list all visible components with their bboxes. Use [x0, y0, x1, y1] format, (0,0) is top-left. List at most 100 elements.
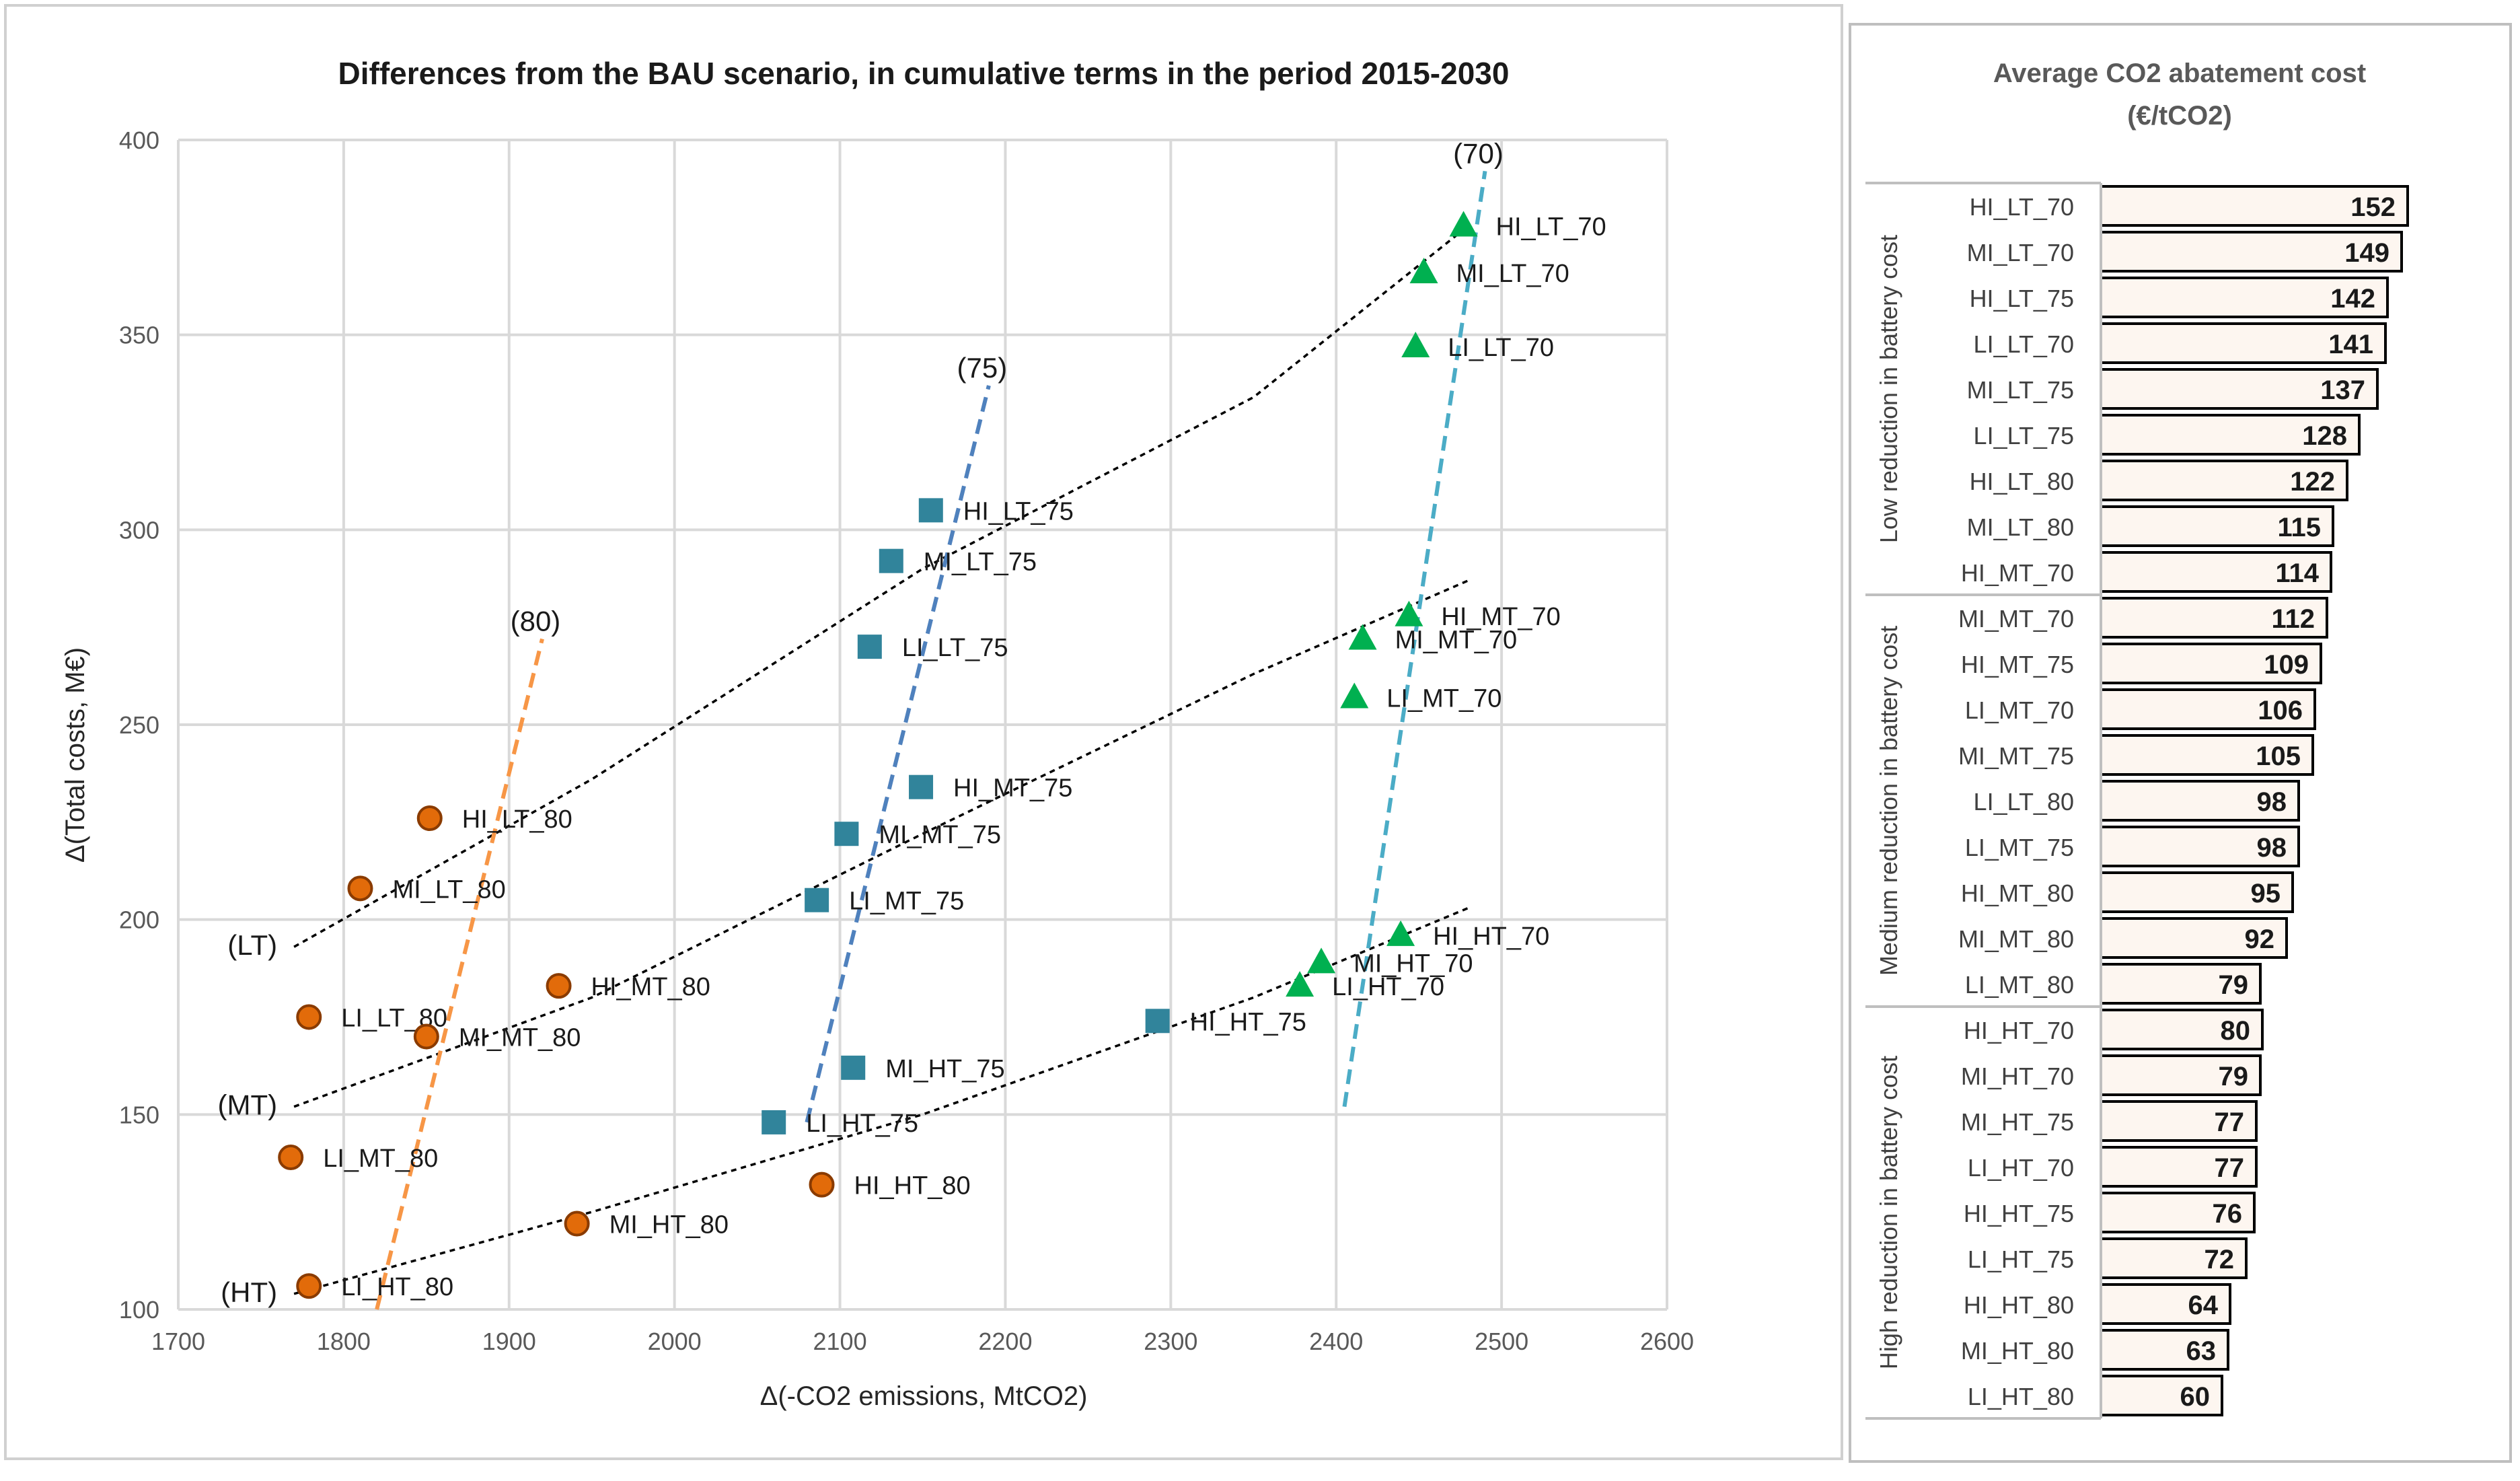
bar-category-LI_HT_80: LI_HT_80 [1968, 1383, 2074, 1410]
point-label-MI_HT_70: MI_HT_70 [1354, 949, 1473, 978]
point-MI_LT_75 [879, 548, 903, 573]
bar-category-MI_LT_80: MI_LT_80 [1967, 513, 2074, 541]
y-tick-label: 100 [119, 1296, 159, 1324]
x-tick-label: 2600 [1640, 1328, 1694, 1355]
scatter-title: Differences from the BAU scenario, in cu… [338, 56, 1510, 91]
bar-value-LI_LT_70: 141 [2328, 330, 2373, 359]
bar-MI_MT_75 [2100, 734, 2314, 776]
bar-value-LI_HT_75: 72 [2204, 1245, 2235, 1274]
scatter-tick-labels: 1700 1800 1900 2000 2100 2200 2300 2400 2500 2600… [119, 127, 1694, 1355]
point-label-LI_LT_75: LI_LT_75 [902, 634, 1008, 662]
bar-category-MI_MT_80: MI_MT_80 [1958, 925, 2074, 953]
bar-value-HI_LT_70: 152 [2350, 192, 2396, 222]
point-label-LI_MT_75: LI_MT_75 [849, 888, 964, 916]
bar-value-LI_HT_70: 77 [2215, 1153, 2245, 1183]
bar-category-HI_LT_70: HI_LT_70 [1970, 193, 2074, 221]
trendline-70 [1342, 170, 1487, 1108]
scatter-points: HI_LT_80MI_LT_80HI_MT_80LI_LT_80MI_MT_80… [278, 211, 1606, 1301]
y-axis-label: Δ(Total costs, M€) [61, 647, 90, 863]
bar-category-MI_HT_75: MI_HT_75 [1961, 1108, 2074, 1136]
bar-value-MI_MT_80: 92 [2245, 925, 2275, 954]
x-tick-label: 2500 [1475, 1328, 1528, 1355]
point-label-HI_MT_80: HI_MT_80 [591, 973, 710, 1001]
bar-LI_MT_80 [2100, 963, 2262, 1005]
point-label-MI_MT_80: MI_MT_80 [459, 1023, 581, 1052]
bar-value-MI_LT_70: 149 [2344, 238, 2389, 268]
point-label-HI_HT_70: HI_HT_70 [1433, 923, 1549, 951]
bar-value-MI_LT_80: 115 [2277, 513, 2321, 542]
bar-category-MI_HT_80: MI_HT_80 [1961, 1337, 2074, 1365]
bar-group-label: High reduction in battery cost [1875, 1056, 1902, 1369]
bar-LI_MT_75 [2100, 826, 2300, 867]
y-tick-label: 150 [119, 1101, 159, 1128]
point-label-HI_LT_75: HI_LT_75 [963, 497, 1074, 526]
x-axis-label: Δ(-CO2 emissions, MtCO2) [760, 1381, 1088, 1411]
point-LI_HT_80 [296, 1273, 322, 1299]
bar-category-MI_HT_70: MI_HT_70 [1961, 1062, 2074, 1090]
trendline-label-75: (75) [957, 352, 1008, 384]
point-label-MI_HT_75: MI_HT_75 [885, 1055, 1004, 1083]
point-label-HI_MT_75: HI_MT_75 [953, 774, 1072, 803]
bar-value-MI_HT_70: 79 [2219, 1062, 2249, 1091]
bar-category-HI_HT_70: HI_HT_70 [1964, 1017, 2074, 1044]
bar-MI_LT_70 [2100, 231, 2403, 273]
point-LI_LT_75 [857, 635, 882, 659]
bar-category-LI_HT_70: LI_HT_70 [1968, 1154, 2074, 1182]
bar-category-HI_MT_80: HI_MT_80 [1961, 879, 2074, 907]
bar-value-HI_MT_80: 95 [2251, 879, 2281, 908]
x-tick-label: 2100 [813, 1328, 867, 1355]
point-MI_LT_70 [1409, 257, 1438, 283]
x-tick-label: 2200 [978, 1328, 1032, 1355]
bar-value-HI_HT_80: 64 [2188, 1291, 2219, 1320]
y-tick-label: 200 [119, 906, 159, 934]
bar-group-label: Medium reduction in battery cost [1875, 626, 1902, 976]
bar-category-LI_MT_80: LI_MT_80 [1965, 971, 2074, 999]
point-HI_LT_75 [918, 498, 943, 523]
bar-value-HI_LT_80: 122 [2290, 467, 2335, 497]
point-HI_LT_70 [1449, 211, 1478, 237]
point-LI_LT_80 [296, 1004, 322, 1030]
bar-category-LI_MT_75: LI_MT_75 [1965, 834, 2074, 861]
x-tick-label: 2300 [1144, 1328, 1197, 1355]
point-MI_MT_75 [834, 822, 859, 846]
point-MI_HT_75 [841, 1055, 866, 1080]
bar-value-MI_HT_80: 63 [2186, 1336, 2217, 1366]
point-LI_MT_80 [278, 1145, 304, 1171]
y-tick-label: 350 [119, 322, 159, 349]
trendline-80 [375, 638, 544, 1310]
bar-category-LI_MT_70: LI_MT_70 [1965, 696, 2074, 724]
bar-category-HI_LT_80: HI_LT_80 [1970, 468, 2074, 495]
bar-value-HI_MT_70: 114 [2275, 558, 2319, 588]
point-HI_MT_70 [1395, 600, 1423, 626]
x-tick-label: 1800 [317, 1328, 371, 1355]
point-label-MI_HT_80: MI_HT_80 [609, 1211, 729, 1239]
bar-title-line-1: Average CO2 abatement cost [1993, 59, 2366, 88]
bar-category-MI_LT_70: MI_LT_70 [1967, 239, 2074, 266]
bar-value-LI_HT_80: 60 [2180, 1382, 2211, 1412]
bar-HI_MT_75 [2100, 643, 2322, 684]
point-LI_LT_70 [1401, 332, 1430, 358]
point-MI_MT_80 [413, 1023, 439, 1050]
bar-HI_HT_75 [2100, 1192, 2256, 1233]
bar-LI_MT_70 [2100, 688, 2316, 730]
point-label-HI_MT_70: HI_MT_70 [1441, 603, 1560, 631]
point-HI_HT_75 [1145, 1009, 1170, 1034]
point-HI_LT_80 [416, 805, 443, 832]
point-MI_HT_80 [564, 1211, 590, 1237]
scatter-gridlines [177, 139, 1668, 1311]
point-label-HI_LT_80: HI_LT_80 [462, 805, 572, 834]
bar-HI_LT_75 [2100, 277, 2389, 318]
bar-HI_HT_80 [2100, 1283, 2231, 1325]
point-LI_HT_75 [762, 1110, 786, 1134]
point-HI_HT_70 [1386, 920, 1415, 946]
x-tick-label: 1900 [482, 1328, 536, 1355]
point-LI_MT_75 [805, 888, 829, 912]
y-tick-label: 250 [119, 711, 159, 739]
trendline-label-80: (80) [511, 606, 561, 637]
point-label-MI_LT_70: MI_LT_70 [1456, 260, 1569, 288]
point-label-LI_LT_70: LI_LT_70 [1448, 334, 1554, 362]
bar-category-LI_LT_75: LI_LT_75 [1974, 422, 2074, 449]
bar-value-HI_HT_75: 76 [2213, 1199, 2243, 1229]
bar-MI_HT_75 [2100, 1100, 2258, 1142]
